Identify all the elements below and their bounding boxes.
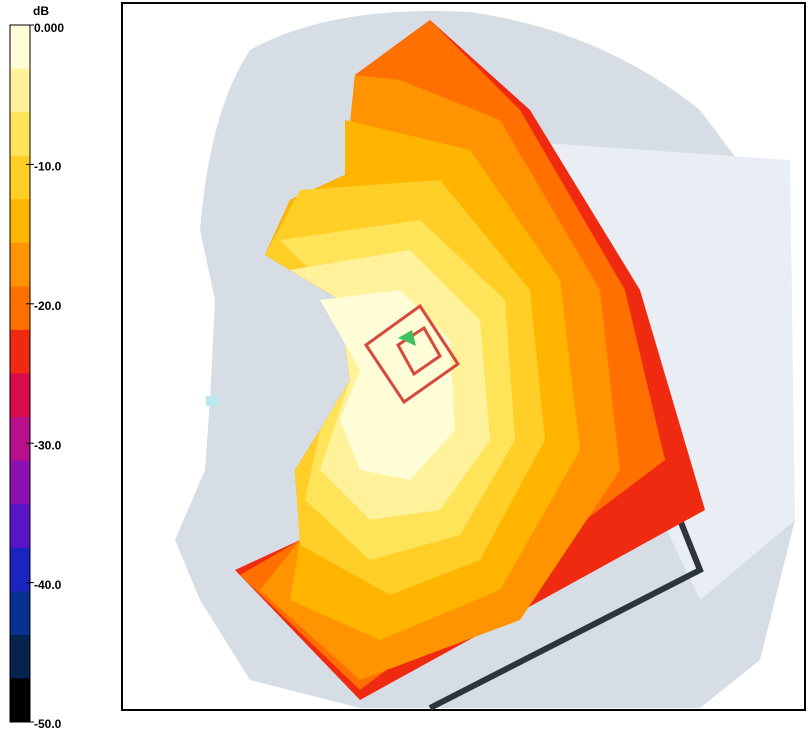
colorbar-frame [9,24,31,723]
ear-marker [206,396,218,406]
color-band [10,25,30,70]
color-band [10,417,30,462]
colorbar-unit: dB [33,4,49,18]
color-band [10,329,30,374]
tick-label: 0.000 [34,21,64,35]
contour [320,290,455,480]
tick-label: -30.0 [34,438,62,452]
peak-marker [398,330,416,346]
scan-box [363,303,461,405]
phone-outline [428,518,704,711]
tick-label: -40.0 [34,578,62,592]
tick-label: -20.0 [34,299,62,313]
color-band [10,547,30,592]
color-band [10,68,30,113]
color-band [10,199,30,244]
color-band [10,242,30,287]
tick-label: -10.0 [34,160,62,174]
color-band [10,591,30,636]
color-band [10,286,30,331]
color-band [10,155,30,200]
color-band [10,504,30,549]
sar-contours [235,20,705,700]
field-view [121,2,806,711]
color-band [10,634,30,679]
color-band [10,373,30,418]
colorbar: 0.000 -10.0 -20.0 -30.0 -40.0 -50.0 [9,21,64,731]
color-band [10,460,30,505]
color-band [10,678,30,722]
tick-label: -50.0 [34,717,62,731]
color-band [10,112,30,157]
